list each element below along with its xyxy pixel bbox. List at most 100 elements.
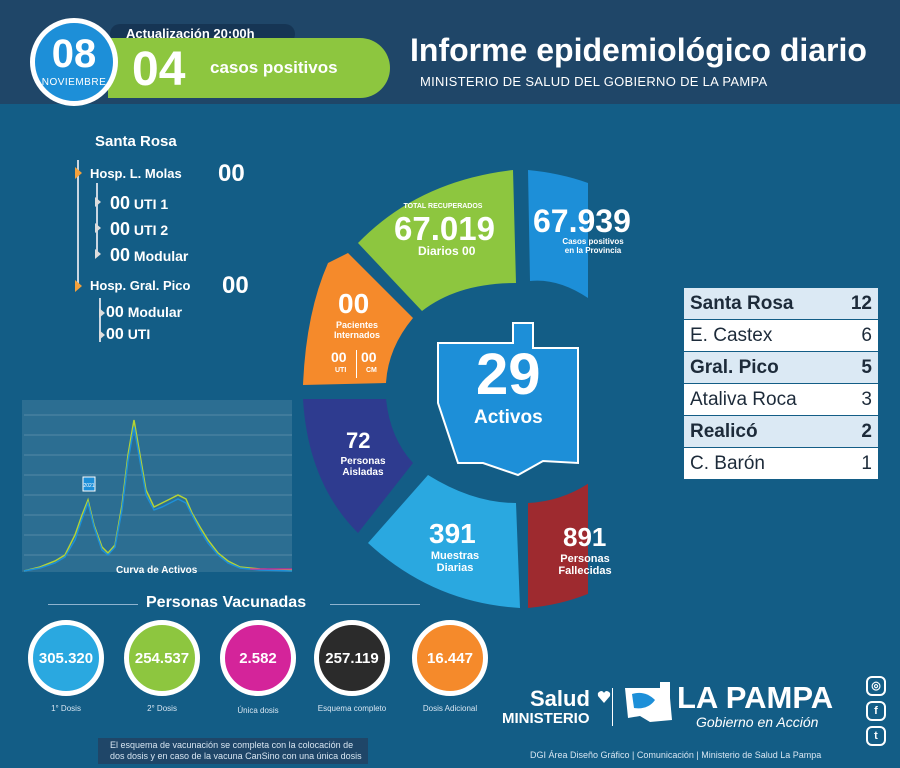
vaccine-label: Dosis Adicional <box>422 704 478 713</box>
recovered-total: 67.019 <box>394 210 495 247</box>
pico-modular-label: Modular <box>127 304 183 320</box>
vaccines-note-box <box>98 738 368 764</box>
curve-label: Curva de Activos <box>116 565 198 576</box>
segment-deaths <box>528 483 588 608</box>
vaccine-label: Esquema completo <box>317 704 387 713</box>
vaccine-value: 2.582 <box>239 649 277 667</box>
uti2-value: 00 <box>110 219 131 239</box>
hosp-pico-label: Hosp. Gral. Pico <box>90 278 191 293</box>
uti2-label: UTI 2 <box>133 222 169 238</box>
samples-label-1: Muestras <box>430 550 480 562</box>
deaths-label-1: Personas <box>560 553 610 565</box>
arrow-icon <box>95 197 101 207</box>
molas-tree-line <box>96 183 98 255</box>
report-subtitle: MINISTERIO DE SALUD DEL GOBIERNO DE LA P… <box>420 74 768 89</box>
daily-value: 00 <box>462 244 476 258</box>
stats-wheel <box>303 170 588 608</box>
pico-uti-label: UTI <box>127 326 151 342</box>
arrow-icon <box>95 249 101 259</box>
hosp-molas-value: 00 <box>218 160 245 187</box>
positives-total: 67.939 <box>533 203 631 239</box>
samples-value: 391 <box>429 518 476 549</box>
vaccine-second-dose: 254.537 <box>124 620 200 696</box>
positives-label-1: Casos positivos <box>562 237 624 246</box>
internados-value: 00 <box>338 288 370 319</box>
vaccine-label: 1° Dosis <box>51 704 81 713</box>
cm-internados-label: CM <box>366 367 377 374</box>
arrow-icon <box>99 308 105 318</box>
cm-internados-value: 00 <box>361 349 377 365</box>
locality-value: 1 <box>835 447 878 480</box>
localities-table: Santa Rosa 12 E. Castex 6 Gral. Pico 5 A… <box>684 288 878 480</box>
vaccine-single-dose: 2.582 <box>220 620 296 696</box>
hosp-pico-value: 00 <box>222 272 249 299</box>
locality-name: Santa Rosa <box>684 288 836 320</box>
uti-cm-divider <box>356 350 357 378</box>
hosp-molas-label: Hosp. L. Molas <box>90 166 182 181</box>
locality-name: Ataliva Roca <box>684 383 836 416</box>
uti1-label: UTI 1 <box>133 196 169 212</box>
cases-bar <box>108 38 390 98</box>
table-row: Realicó 2 <box>684 415 878 448</box>
instagram-icon[interactable]: ◎ <box>866 676 886 696</box>
table-row: Gral. Pico 5 <box>684 351 878 384</box>
segment-recovered <box>358 170 516 311</box>
logo-divider <box>612 688 613 726</box>
uti-internados-value: 00 <box>331 349 347 365</box>
table-row: Santa Rosa 12 <box>684 288 878 320</box>
vaccines-divider-right <box>330 604 420 605</box>
isolated-label-1: Personas <box>340 456 386 467</box>
segment-isolated <box>303 399 413 533</box>
arrow-icon <box>75 280 82 292</box>
city-santa-rosa: Santa Rosa <box>95 133 177 150</box>
segment-positives <box>528 170 588 298</box>
vaccine-label: 2° Dosis <box>147 704 177 713</box>
locality-value: 12 <box>835 288 878 320</box>
vaccines-divider-left <box>48 604 138 605</box>
daily-cases-count: 04 <box>132 43 186 96</box>
arrow-icon <box>99 330 105 340</box>
locality-name: Realicó <box>684 415 836 448</box>
vaccine-first-dose: 305.320 <box>28 620 104 696</box>
pico-uti-value: 00 <box>106 326 124 343</box>
uti1-value: 00 <box>110 193 131 213</box>
year-marker-label: 2021 <box>83 483 94 489</box>
locality-name: C. Barón <box>684 447 836 480</box>
province-map-icon <box>437 322 579 477</box>
locality-value: 5 <box>835 351 878 384</box>
locality-name: E. Castex <box>684 319 836 352</box>
locality-value: 3 <box>835 383 878 416</box>
daily-label: Diarios <box>418 244 459 258</box>
arrow-icon <box>75 167 82 179</box>
vaccine-label: Única dosis <box>237 706 279 715</box>
gobierno-logo-text: Gobierno en Acción <box>696 714 819 730</box>
vaccine-value: 257.119 <box>325 649 379 667</box>
locality-value: 6 <box>835 319 878 352</box>
date-month: NOVIEMBRE <box>41 77 107 88</box>
arrow-icon <box>95 223 101 233</box>
internados-label-1: Pacientes <box>335 320 379 330</box>
vaccine-value: 305.320 <box>38 649 94 667</box>
date-day: 08 <box>51 32 97 76</box>
internados-label-2: Internados <box>333 330 380 340</box>
samples-label-2: Diarias <box>436 562 474 574</box>
isolated-value: 72 <box>346 428 371 453</box>
vaccines-title: Personas Vacunadas <box>146 594 307 611</box>
table-row: C. Barón 1 <box>684 447 878 480</box>
daily-cases-label: casos positivos <box>210 58 338 77</box>
active-curve-chart: 2021 <box>22 400 293 572</box>
twitter-icon[interactable]: t <box>866 726 886 746</box>
report-title: Informe epidemiológico diario <box>410 32 867 68</box>
vaccine-value: 16.447 <box>427 649 473 667</box>
segment-internados <box>303 253 413 385</box>
footer-credits: DGI Área Diseño Gráfico | Comunicación |… <box>530 750 822 760</box>
vaccines-note-1: El esquema de vacunación se completa con… <box>110 740 354 750</box>
vaccine-complete: 257.119 <box>314 620 390 696</box>
facebook-icon[interactable]: f <box>866 701 886 721</box>
pico-modular-value: 00 <box>106 304 124 321</box>
update-time: Actualización 20:00h <box>126 26 255 41</box>
active-label: Activos <box>474 407 543 428</box>
salud-logo-text: Salud <box>530 686 590 711</box>
isolated-label-2: Aisladas <box>342 467 384 478</box>
table-row: E. Castex 6 <box>684 319 878 352</box>
